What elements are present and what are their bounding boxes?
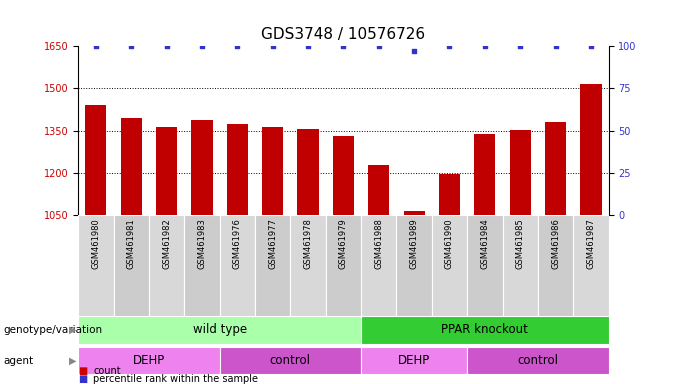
Text: GSM461978: GSM461978 <box>303 218 313 269</box>
Text: agent: agent <box>3 356 33 366</box>
Point <box>267 43 278 49</box>
Bar <box>184 215 220 317</box>
Text: control: control <box>270 354 311 367</box>
Bar <box>297 129 319 215</box>
Text: GSM461980: GSM461980 <box>91 218 101 269</box>
Bar <box>467 215 503 317</box>
Bar <box>226 124 248 215</box>
Point <box>409 48 420 54</box>
Text: GSM461990: GSM461990 <box>445 218 454 269</box>
Bar <box>149 215 184 317</box>
Bar <box>396 215 432 317</box>
Text: ▶: ▶ <box>69 325 76 335</box>
Text: percentile rank within the sample: percentile rank within the sample <box>93 374 258 384</box>
Bar <box>361 316 609 344</box>
Text: GSM461977: GSM461977 <box>268 218 277 269</box>
Bar <box>156 127 177 215</box>
Text: wild type: wild type <box>192 323 247 336</box>
Text: GSM461985: GSM461985 <box>515 218 525 269</box>
Bar <box>290 215 326 317</box>
Text: count: count <box>93 366 121 376</box>
Text: DEHP: DEHP <box>398 354 430 367</box>
Text: GSM461982: GSM461982 <box>162 218 171 269</box>
Bar <box>220 347 361 374</box>
Bar <box>326 215 361 317</box>
Text: ■: ■ <box>78 366 88 376</box>
Bar <box>78 347 220 374</box>
Bar <box>361 347 467 374</box>
Text: GSM461981: GSM461981 <box>126 218 136 269</box>
Bar <box>545 122 566 215</box>
Text: GSM461986: GSM461986 <box>551 218 560 269</box>
Bar <box>78 316 361 344</box>
Point <box>479 43 490 49</box>
Bar <box>255 215 290 317</box>
Text: control: control <box>517 354 558 367</box>
Point <box>303 43 313 49</box>
Text: GSM461988: GSM461988 <box>374 218 384 269</box>
Bar <box>361 215 396 317</box>
Bar <box>573 215 609 317</box>
Text: GSM461987: GSM461987 <box>586 218 596 269</box>
Point <box>515 43 526 49</box>
Bar <box>368 165 390 215</box>
Point <box>126 43 137 49</box>
Bar <box>333 136 354 215</box>
Bar <box>78 215 114 317</box>
Point <box>161 43 172 49</box>
Point <box>444 43 455 49</box>
Text: GSM461984: GSM461984 <box>480 218 490 269</box>
Bar <box>120 118 142 215</box>
Point <box>373 43 384 49</box>
Text: GSM461976: GSM461976 <box>233 218 242 269</box>
Title: GDS3748 / 10576726: GDS3748 / 10576726 <box>261 27 426 42</box>
Bar <box>467 347 609 374</box>
Text: GSM461979: GSM461979 <box>339 218 348 269</box>
Text: PPAR knockout: PPAR knockout <box>441 323 528 336</box>
Bar <box>474 134 496 215</box>
Bar <box>114 215 149 317</box>
Text: ▶: ▶ <box>69 356 76 366</box>
Point <box>90 43 101 49</box>
Bar <box>85 105 107 215</box>
Text: ■: ■ <box>78 374 88 384</box>
Bar <box>262 127 284 215</box>
Point <box>197 43 207 49</box>
Point <box>585 43 596 49</box>
Point <box>338 43 349 49</box>
Bar <box>403 211 425 215</box>
Bar <box>439 174 460 215</box>
Bar <box>580 84 602 215</box>
Bar <box>509 130 531 215</box>
Text: genotype/variation: genotype/variation <box>3 325 103 335</box>
Text: GSM461983: GSM461983 <box>197 218 207 269</box>
Bar <box>503 215 538 317</box>
Point <box>232 43 243 49</box>
Bar <box>220 215 255 317</box>
Bar <box>538 215 573 317</box>
Text: DEHP: DEHP <box>133 354 165 367</box>
Point <box>550 43 561 49</box>
Bar <box>191 120 213 215</box>
Bar <box>432 215 467 317</box>
Text: GSM461989: GSM461989 <box>409 218 419 269</box>
